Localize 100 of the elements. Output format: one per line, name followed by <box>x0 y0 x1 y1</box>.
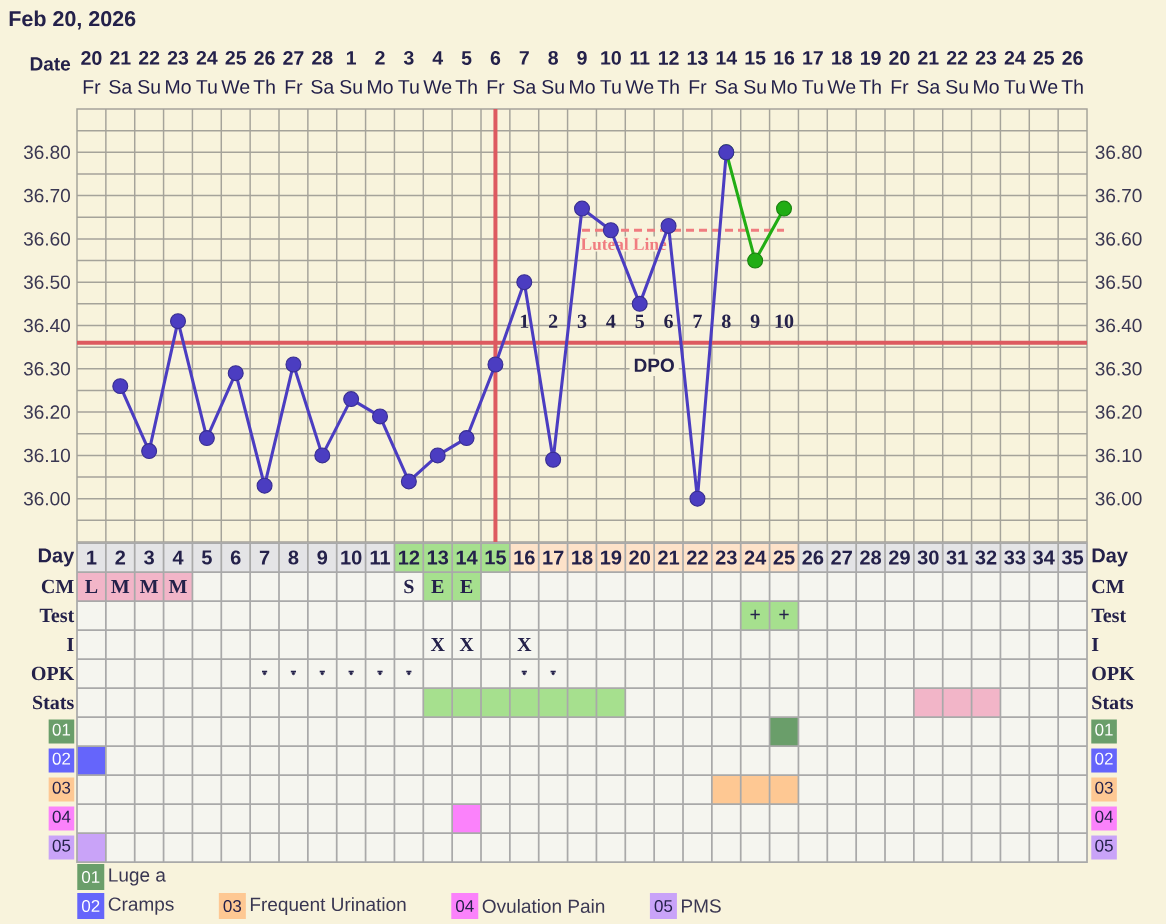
annotation: 9 <box>750 314 760 329</box>
x-tick-label: 19 <box>600 550 622 565</box>
data-label: X <box>430 637 445 652</box>
x-tick-label: 23 Mo <box>166 50 191 94</box>
x-tick-label: 25 We <box>221 50 250 94</box>
x-tick-label: 25 <box>773 550 795 565</box>
y2-tick-label: Test <box>1091 608 1127 623</box>
annotation: 10 <box>775 314 794 329</box>
y-tick-label: I <box>67 637 74 652</box>
y2-tick-label: 36.80 <box>1095 145 1142 160</box>
x-tick-label: 2 <box>115 550 126 565</box>
x-tick-label: 20 <box>629 550 651 565</box>
legend-label: Frequent Urination <box>250 897 406 915</box>
x-tick-label: 13 <box>427 550 449 565</box>
x-tick-label: 9 Mo <box>570 50 595 94</box>
annotation: E <box>431 579 444 594</box>
data-label: X <box>459 637 474 652</box>
x-tick-label: 10 <box>341 550 362 565</box>
y-tick-label: 36.70 <box>23 188 70 203</box>
annotation: 7 <box>693 314 702 328</box>
x-tick-label: 17 Tu <box>802 51 823 94</box>
x-tick-label: 14 Sa <box>715 51 739 94</box>
category-label: 02 <box>81 899 100 913</box>
annotation: 4 <box>606 314 616 328</box>
x-tick-label: 13 Fr <box>687 51 708 94</box>
y2-tick-label: 36.30 <box>1095 362 1142 376</box>
annotation: L <box>85 579 98 594</box>
y-tick-label: 05 <box>52 839 71 852</box>
annotation: + <box>750 609 760 620</box>
y2-tick-label: 04 <box>1095 810 1114 823</box>
x-tick-label: 34 <box>1033 550 1055 565</box>
y2-tick-label: Stats <box>1092 695 1134 710</box>
x-tick-label: 26 Th <box>253 51 275 94</box>
y-tick-label: 36.40 <box>23 318 70 333</box>
x-tick-label: 35 <box>1061 550 1084 565</box>
y2-tick-label: 36.00 <box>1095 491 1142 506</box>
x-tick-label: 24 <box>744 550 767 565</box>
x-tick-label: 7 <box>259 550 270 565</box>
category-label: 05 <box>654 899 673 913</box>
y2-tick-label: 02 <box>1095 752 1113 765</box>
x-tick-label: 24 Tu <box>196 50 218 94</box>
data-label: - <box>377 670 383 673</box>
data-label: - <box>406 670 412 673</box>
y2-tick-label: 03 <box>1095 781 1113 794</box>
y2-tick-label: 36.10 <box>1095 448 1142 463</box>
y2-tick-label: 01 <box>1095 723 1113 736</box>
y2-tick-label: 36.50 <box>1095 275 1142 289</box>
y2-tick-label: 36.20 <box>1095 405 1142 419</box>
x-tick-label: 17 <box>543 550 564 565</box>
x-tick-label: 26 Th <box>1061 51 1083 94</box>
legend-label: Luge a <box>109 868 166 886</box>
y2-tick-label: I <box>1091 637 1099 652</box>
y-tick-label: CM <box>41 579 74 594</box>
data-label: X <box>517 637 532 652</box>
x-tick-label: 31 <box>946 550 968 565</box>
x-tick-label: 22 Su <box>138 50 160 94</box>
x-axis-title: Date <box>30 57 71 71</box>
x-tick-label: 24 Tu <box>1004 50 1026 94</box>
annotation: E <box>460 579 473 594</box>
x-tick-label: 11 <box>370 550 391 565</box>
category-label: 03 <box>223 899 242 913</box>
x-tick-label: 1 Su <box>340 51 362 94</box>
x-tick-label: 28 <box>860 550 882 565</box>
category-label: 01 <box>81 870 100 884</box>
annotation: 5 <box>635 314 644 329</box>
x-tick-label: 6 Fr <box>487 51 505 94</box>
y2-tick-label: Day <box>1092 548 1128 567</box>
x-tick-label: 33 <box>1004 550 1026 565</box>
annotation: 6 <box>664 314 673 329</box>
data-label: - <box>290 670 297 673</box>
data-label: - <box>521 670 527 673</box>
y-tick-label: Test <box>39 608 75 623</box>
x-tick-label: 12 <box>398 550 420 565</box>
x-tick-label: 29 <box>889 550 910 565</box>
y2-tick-label: 36.40 <box>1095 318 1142 333</box>
y-tick-label: 36.60 <box>23 232 70 246</box>
annotation: 3 <box>577 314 587 329</box>
x-tick-label: 21 Sa <box>109 50 133 94</box>
x-tick-label: 14 <box>456 550 478 565</box>
y2-tick-label: OPK <box>1092 666 1135 681</box>
x-tick-label: 27 <box>831 550 852 565</box>
y2-tick-label: 05 <box>1095 839 1113 852</box>
annotation: M <box>111 579 130 594</box>
x-tick-label: 15 <box>485 550 506 565</box>
data-label: - <box>261 670 268 673</box>
annotation: M <box>140 579 158 594</box>
category-label: 04 <box>455 899 474 913</box>
x-tick-label: 11 We <box>625 51 654 94</box>
x-tick-label: 22 <box>687 550 708 565</box>
annotation: M <box>168 579 187 594</box>
x-tick-label: 19 Th <box>859 51 881 94</box>
y-tick-label: 36.50 <box>23 275 70 289</box>
y-tick-label: 36.30 <box>23 362 70 376</box>
x-tick-label: 21 <box>658 550 680 565</box>
x-tick-label: 23 Mo <box>974 50 999 94</box>
annotation: 8 <box>721 314 731 329</box>
data-label: - <box>348 670 354 673</box>
x-tick-label: 16 Mo <box>772 50 797 94</box>
y-tick-label: 36.10 <box>23 448 70 463</box>
y-tick-label: 36.80 <box>23 145 70 160</box>
